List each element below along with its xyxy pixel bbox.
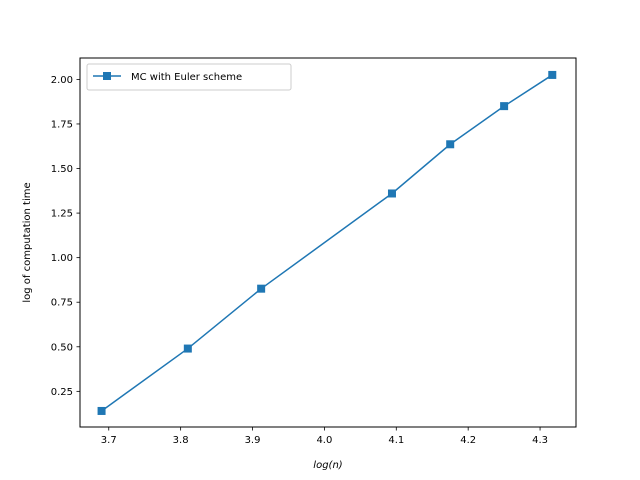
data-point-marker bbox=[500, 102, 509, 111]
legend: MC with Euler scheme bbox=[86, 63, 292, 91]
y-axis: 0.25 0.50 0.75 1.00 1.25 1.50 1.75 2.00 bbox=[51, 75, 80, 398]
x-tick-label: 3.8 bbox=[173, 435, 189, 446]
y-tick-label: 1.75 bbox=[51, 119, 73, 130]
x-tick-label: 3.9 bbox=[245, 435, 261, 446]
data-point-marker bbox=[446, 140, 455, 149]
y-tick-label: 2.00 bbox=[51, 75, 73, 86]
y-tick-label: 0.75 bbox=[51, 298, 73, 309]
series-layer bbox=[97, 70, 557, 415]
y-tick-label: 1.50 bbox=[51, 164, 73, 175]
y-tick-label: 0.50 bbox=[51, 342, 73, 353]
x-tick-label: 4.2 bbox=[460, 435, 476, 446]
y-tick-label: 1.25 bbox=[51, 209, 73, 220]
axes-frame bbox=[79, 57, 577, 428]
y-tick-label: 1.00 bbox=[51, 253, 73, 264]
x-axis: 3.7 3.8 3.9 4.0 4.1 4.2 4.3 bbox=[101, 427, 548, 446]
data-point-marker bbox=[387, 189, 396, 198]
data-point-marker bbox=[97, 406, 106, 415]
legend-box bbox=[86, 63, 292, 91]
x-tick-label: 4.1 bbox=[388, 435, 404, 446]
x-tick-label: 4.3 bbox=[532, 435, 548, 446]
data-point-marker bbox=[548, 70, 557, 79]
data-point-marker bbox=[183, 344, 192, 353]
legend-entry-label: MC with Euler scheme bbox=[131, 72, 242, 83]
data-point-marker bbox=[257, 284, 266, 293]
legend-marker-swatch bbox=[103, 72, 111, 80]
x-tick-label: 4.0 bbox=[316, 435, 332, 446]
x-tick-label: 3.7 bbox=[101, 435, 117, 446]
x-axis-label: log(n) bbox=[313, 460, 342, 471]
y-axis-label: log of computation time bbox=[22, 182, 33, 302]
y-tick-label: 0.25 bbox=[51, 387, 73, 398]
